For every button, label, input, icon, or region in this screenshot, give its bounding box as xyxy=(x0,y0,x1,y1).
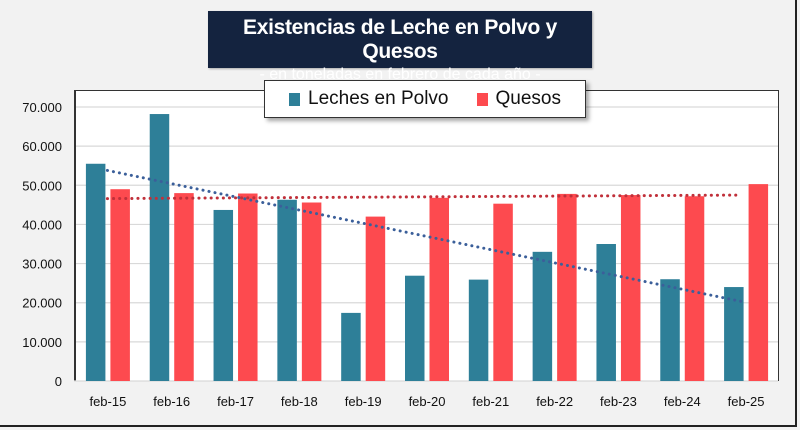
y-tick-label: 70.000 xyxy=(22,100,62,115)
y-tick-label: 60.000 xyxy=(22,139,62,154)
bar-leches xyxy=(532,251,553,381)
x-tick-label: feb-18 xyxy=(281,394,318,409)
legend-label-quesos: Quesos xyxy=(495,88,561,109)
bar-quesos xyxy=(301,202,322,381)
trendline-leches xyxy=(105,168,746,304)
y-tick-label: 30.000 xyxy=(22,257,62,272)
y-tick-label: 50.000 xyxy=(22,178,62,193)
legend-swatch-leches xyxy=(289,92,300,106)
chart-title-box: Existencias de Leche en Polvo y Quesos -… xyxy=(208,11,592,83)
x-tick-label: feb-15 xyxy=(89,394,126,409)
x-tick-label: feb-17 xyxy=(217,394,254,409)
legend-item-leches: Leches en Polvo xyxy=(289,88,449,110)
bar-quesos xyxy=(365,216,386,381)
bar-leches xyxy=(341,312,361,381)
x-tick-label: feb-19 xyxy=(345,394,382,409)
bar-leches xyxy=(468,279,489,381)
x-tick-label: feb-23 xyxy=(600,394,637,409)
bar-leches xyxy=(724,287,744,381)
bar-leches xyxy=(149,114,170,381)
bar-quesos xyxy=(110,189,130,381)
trendline-quesos xyxy=(105,193,744,201)
legend-swatch-quesos xyxy=(476,92,488,106)
bar-quesos xyxy=(238,193,258,381)
y-tick-label: 40.000 xyxy=(22,217,62,232)
bar-leches xyxy=(85,163,106,381)
y-tick-label: 0 xyxy=(55,374,62,389)
bar-quesos xyxy=(429,197,449,381)
bar-leches xyxy=(405,275,425,381)
y-tick-label: 10.000 xyxy=(22,335,62,350)
legend: Leches en Polvo Quesos xyxy=(264,80,586,118)
x-tick-label: feb-20 xyxy=(409,394,446,409)
bar-leches xyxy=(596,244,616,381)
bar-leches xyxy=(277,199,297,381)
chart-title: Existencias de Leche en Polvo y Quesos xyxy=(242,16,557,63)
bar-leches xyxy=(213,209,234,381)
chart-subtitle: - en toneladas en febrero de cada año - xyxy=(259,66,541,83)
x-tick-label: feb-16 xyxy=(153,394,190,409)
legend-label-leches: Leches en Polvo xyxy=(308,88,449,109)
legend-item-quesos: Quesos xyxy=(476,88,561,110)
bar-quesos xyxy=(174,193,194,381)
bar-quesos xyxy=(748,184,769,381)
x-tick-label: feb-21 xyxy=(472,394,509,409)
x-tick-label: feb-22 xyxy=(536,394,573,409)
y-tick-label: 20.000 xyxy=(22,296,62,311)
bar-quesos xyxy=(493,203,513,381)
bar-quesos xyxy=(684,196,705,381)
bar-leches xyxy=(660,279,680,381)
x-tick-label: feb-24 xyxy=(664,394,701,409)
x-tick-label: feb-25 xyxy=(728,394,765,409)
bar-quesos xyxy=(620,195,641,381)
bar-quesos xyxy=(557,193,577,381)
